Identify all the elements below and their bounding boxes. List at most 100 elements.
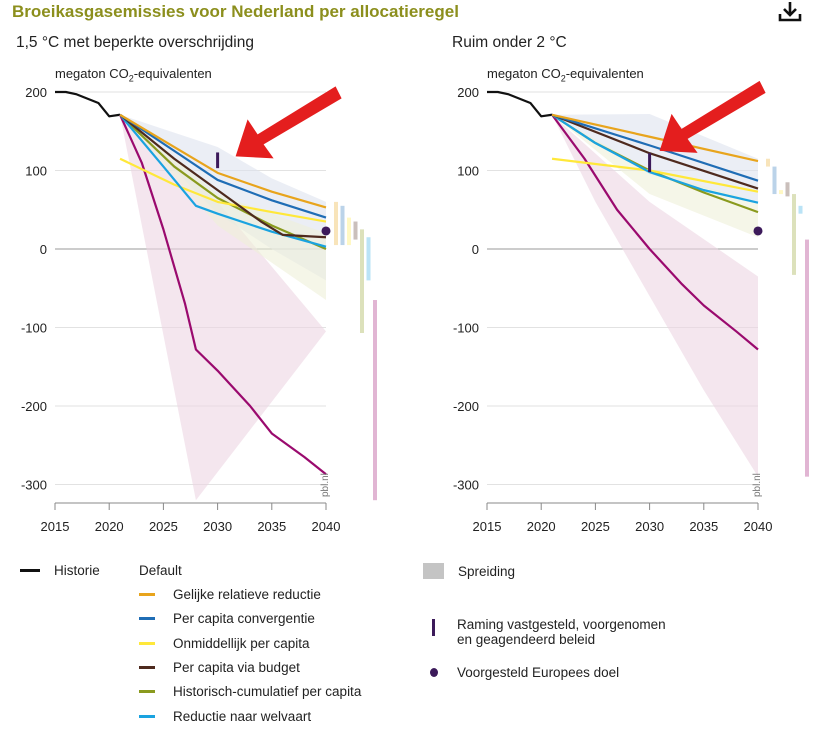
legend-spreiding: Spreiding xyxy=(423,563,515,579)
legend-label: Per capita via budget xyxy=(173,659,300,675)
page-title: Broeikasgasemissies voor Nederland per a… xyxy=(12,2,459,21)
series-line-extra xyxy=(551,114,759,351)
series-line-historisch xyxy=(119,113,327,251)
series-line-gelijke xyxy=(551,113,759,163)
x-tick-label: 2025 xyxy=(581,519,610,534)
legend-swatch xyxy=(423,563,444,579)
series-line-convergentie xyxy=(551,113,759,182)
download-button[interactable] xyxy=(776,0,804,24)
legend-label: Reductie naar welvaart xyxy=(173,708,312,724)
spread-band-historisch xyxy=(120,114,326,301)
range-bar-extra xyxy=(805,239,809,477)
x-tick-label: 2020 xyxy=(95,519,124,534)
x-tick-label: 2035 xyxy=(257,519,286,534)
legend-item-welvaart: Reductie naar welvaart xyxy=(139,709,311,724)
range-bar-gelijke xyxy=(334,201,338,246)
legend-swatch xyxy=(139,641,155,645)
y-tick-label: 100 xyxy=(25,164,47,179)
chart-1: 200 100 0 -100 -200 -300 2015 2020 2025 2030 2035 2… xyxy=(21,85,377,534)
y-tick-label: 100 xyxy=(457,164,479,179)
chart-1-subtitle: 1,5 °C met beperkte overschrijding xyxy=(16,34,254,51)
y-tick-label: -200 xyxy=(21,399,47,414)
legend-item-onmiddellijk: Onmiddellijk per capita xyxy=(139,636,310,651)
range-bar-historisch xyxy=(360,229,364,333)
source-label: pbl.nl xyxy=(320,473,331,497)
y-tick-label: -300 xyxy=(453,478,479,493)
legend-swatch xyxy=(139,714,155,718)
legend-label: Historisch-cumulatief per capita xyxy=(173,684,362,700)
legend-raming: Raming vastgesteld, voorgenomen en geagen… xyxy=(430,617,666,647)
y-tick-label: 0 xyxy=(472,242,479,257)
series-line-gelijke xyxy=(119,113,327,209)
chart-2-subtitle: Ruim onder 2 °C xyxy=(452,34,567,51)
y-tick-label: 0 xyxy=(40,242,47,257)
annotation-arrow xyxy=(235,86,342,159)
range-bar-onmiddellijk xyxy=(779,190,783,195)
y-tick-label: -200 xyxy=(453,399,479,414)
legend-swatch xyxy=(139,665,155,669)
legend-label: Spreiding xyxy=(458,563,516,579)
series-line-onmiddellijk xyxy=(119,157,327,223)
charts-svg: 200 100 0 -100 -200 -300 2015 2020 2025 2030 2035 2… xyxy=(21,80,809,534)
legend-item-gelijke: Gelijke relatieve reductie xyxy=(139,587,321,602)
range-bar-convergentie xyxy=(340,205,345,246)
legend-swatch xyxy=(432,619,435,636)
legend-item-convergentie: Per capita convergentie xyxy=(139,611,315,626)
legend-default-heading: Default xyxy=(139,563,182,578)
spread-band-extra xyxy=(120,114,326,501)
x-tick-label: 2015 xyxy=(41,519,70,534)
series-line-historie xyxy=(55,90,121,118)
chart-2-y-unit: megaton CO2-equivalenten xyxy=(487,66,644,84)
x-tick-label: 2025 xyxy=(149,519,178,534)
legend-swatch xyxy=(139,593,155,596)
range-bar-budget xyxy=(785,182,790,197)
spread-band-historisch xyxy=(552,114,758,238)
y-tick-label: -100 xyxy=(453,321,479,336)
x-tick-label: 2015 xyxy=(473,519,502,534)
y-tick-label: -300 xyxy=(21,478,47,493)
source-label: pbl.nl xyxy=(752,473,763,497)
spread-band-extra xyxy=(552,114,758,477)
legend-swatch xyxy=(20,569,40,572)
y-tick-label: -100 xyxy=(21,321,47,336)
range-bar-convergentie xyxy=(772,166,777,195)
legend-swatch xyxy=(139,690,155,694)
legend-label: Onmiddellijk per capita xyxy=(173,635,310,651)
legend-doel: Voorgesteld Europees doel xyxy=(430,665,619,680)
x-tick-label: 2040 xyxy=(312,519,341,534)
download-icon xyxy=(778,2,802,22)
legend-label: Gelijke relatieve reductie xyxy=(173,587,321,602)
x-tick-label: 2030 xyxy=(635,519,664,534)
legend-item-budget: Per capita via budget xyxy=(139,660,300,675)
legend-item-historisch: Historisch-cumulatief per capita xyxy=(139,684,361,699)
range-bar-onmiddellijk xyxy=(347,217,351,246)
x-tick-label: 2035 xyxy=(689,519,718,534)
chart-2: 200 100 0 -100 -200 -300 2015 2020 2025 2030 2035 2… xyxy=(453,80,809,534)
legend-label: Historie xyxy=(54,563,100,578)
series-line-convergentie xyxy=(119,113,327,219)
doel-marker xyxy=(753,226,763,236)
range-bar-welvaart xyxy=(366,237,371,281)
doel-marker xyxy=(321,226,331,236)
legend-label: Raming vastgesteld, voorgenomen en geagen… xyxy=(457,617,666,647)
y-tick-label: 200 xyxy=(25,85,47,100)
range-bar-historisch xyxy=(792,194,796,275)
legend-swatch xyxy=(430,668,438,677)
x-tick-label: 2020 xyxy=(527,519,556,534)
range-bar-budget xyxy=(353,221,358,240)
legend-label: Per capita convergentie xyxy=(173,611,315,627)
range-bar-gelijke xyxy=(766,158,770,167)
series-line-extra xyxy=(119,114,327,476)
range-bar-welvaart xyxy=(798,205,803,214)
x-tick-label: 2030 xyxy=(203,519,232,534)
range-bar-extra xyxy=(373,300,377,501)
legend-swatch xyxy=(139,617,155,621)
legend-historie: Historie xyxy=(20,563,100,578)
annotation-arrow xyxy=(659,80,766,153)
series-line-budget xyxy=(119,113,327,239)
y-tick-label: 200 xyxy=(457,85,479,100)
legend-label: Voorgesteld Europees doel xyxy=(457,665,620,680)
x-tick-label: 2040 xyxy=(744,519,773,534)
chart-1-y-unit: megaton CO2-equivalenten xyxy=(55,66,212,84)
